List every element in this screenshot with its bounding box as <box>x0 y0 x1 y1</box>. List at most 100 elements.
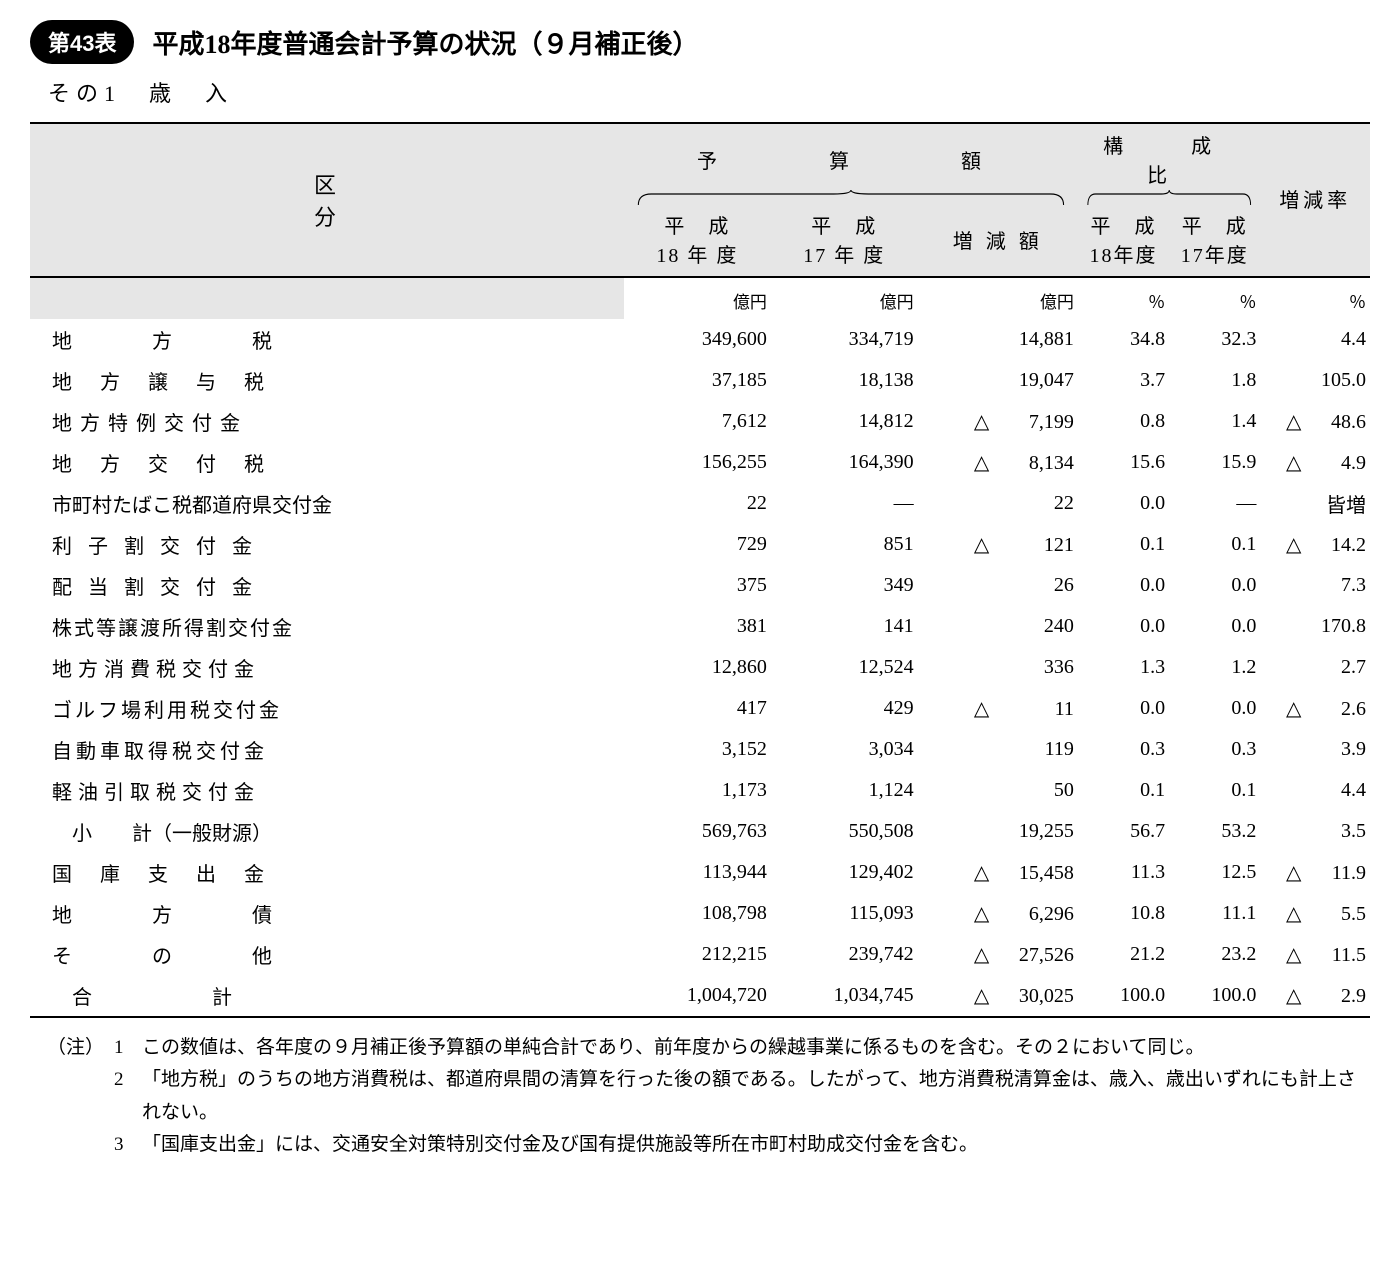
table-body: 億円億円億円％％％地方税349,600334,71914,88134.832.3… <box>30 277 1370 1017</box>
diff-cell: △27,526 <box>918 934 1078 975</box>
category-cell: 地方交付税 <box>30 442 624 483</box>
ratio18-cell: 11.3 <box>1078 852 1169 893</box>
col-kubun: 区 分 <box>30 123 624 277</box>
table-row: 配当割交付金375349260.00.07.3 <box>30 565 1370 606</box>
h18-cell: 569,763 <box>624 811 771 852</box>
rate-cell: △2.6 <box>1260 688 1370 729</box>
diff-cell: 19,047 <box>918 360 1078 401</box>
rate-cell: 4.4 <box>1260 319 1370 360</box>
diff-cell: △8,134 <box>918 442 1078 483</box>
category-cell: その他 <box>30 934 624 975</box>
rate-cell: △4.9 <box>1260 442 1370 483</box>
h17-cell: 129,402 <box>771 852 918 893</box>
ratio17-cell: ― <box>1169 483 1260 524</box>
note-number: 1 <box>114 1032 142 1064</box>
h18-cell: 113,944 <box>624 852 771 893</box>
ratio17-cell: 0.1 <box>1169 770 1260 811</box>
diff-cell: △30,025 <box>918 975 1078 1017</box>
rate-cell: 3.9 <box>1260 729 1370 770</box>
h17-cell: 141 <box>771 606 918 647</box>
h18-cell: 108,798 <box>624 893 771 934</box>
rate-cell: 3.5 <box>1260 811 1370 852</box>
h18-cell: 12,860 <box>624 647 771 688</box>
ratio17-cell: 0.1 <box>1169 524 1260 565</box>
ratio17-cell: 23.2 <box>1169 934 1260 975</box>
budget-table: 区 分 予 算 額 構 成 比 増減率 平 成1 <box>30 122 1370 1018</box>
h18-cell: 212,215 <box>624 934 771 975</box>
table-row: 地方債108,798115,093△6,29610.811.1△5.5 <box>30 893 1370 934</box>
table-row: その他212,215239,742△27,52621.223.2△11.5 <box>30 934 1370 975</box>
note-label <box>36 1064 114 1129</box>
rate-cell: △5.5 <box>1260 893 1370 934</box>
ratio17-cell: 15.9 <box>1169 442 1260 483</box>
note-row: 2「地方税」のうちの地方消費税は、都道府県間の清算を行った後の額である。したがっ… <box>36 1064 1364 1129</box>
title-row: 第43表 平成18年度普通会計予算の状況（９月補正後） <box>30 20 1370 64</box>
category-cell: ゴルフ場利用税交付金 <box>30 688 624 729</box>
diff-cell: 50 <box>918 770 1078 811</box>
ratio17-cell: 0.3 <box>1169 729 1260 770</box>
ratio17-cell: 11.1 <box>1169 893 1260 934</box>
col-r17: 平 成17年度 <box>1169 206 1260 277</box>
h17-cell: 550,508 <box>771 811 918 852</box>
ratio18-cell: 100.0 <box>1078 975 1169 1017</box>
category-cell: 国庫支出金 <box>30 852 624 893</box>
note-label: （注） <box>36 1032 114 1064</box>
h18-cell: 381 <box>624 606 771 647</box>
category-cell: 自動車取得税交付金 <box>30 729 624 770</box>
rate-cell: 2.7 <box>1260 647 1370 688</box>
category-cell: 地方特例交付金 <box>30 401 624 442</box>
col-diff: 増 減 額 <box>918 206 1078 277</box>
ratio17-cell: 0.0 <box>1169 565 1260 606</box>
h18-cell: 729 <box>624 524 771 565</box>
rate-cell: △2.9 <box>1260 975 1370 1017</box>
ratio18-cell: 15.6 <box>1078 442 1169 483</box>
col-h17: 平 成17 年 度 <box>771 206 918 277</box>
h17-cell: 334,719 <box>771 319 918 360</box>
h18-cell: 1,173 <box>624 770 771 811</box>
table-row: 地方消費税交付金12,86012,5243361.31.22.7 <box>30 647 1370 688</box>
table-row: ゴルフ場利用税交付金417429△110.00.0△2.6 <box>30 688 1370 729</box>
diff-cell: 26 <box>918 565 1078 606</box>
note-row: 3「国庫支出金」には、交通安全対策特別交付金及び国有提供施設等所在市町村助成交付… <box>36 1129 1364 1161</box>
note-row: （注）1この数値は、各年度の９月補正後予算額の単純合計であり、前年度からの繰越事… <box>36 1032 1364 1064</box>
rate-cell: 105.0 <box>1260 360 1370 401</box>
table-number-badge: 第43表 <box>30 20 134 64</box>
table-row: 株式等譲渡所得割交付金3811412400.00.0170.8 <box>30 606 1370 647</box>
h18-cell: 7,612 <box>624 401 771 442</box>
h17-cell: 1,124 <box>771 770 918 811</box>
h17-cell: 349 <box>771 565 918 606</box>
category-cell: 利子割交付金 <box>30 524 624 565</box>
rate-cell: 4.4 <box>1260 770 1370 811</box>
ratio18-cell: 1.3 <box>1078 647 1169 688</box>
h17-cell: 3,034 <box>771 729 918 770</box>
ratio17-cell: 0.0 <box>1169 688 1260 729</box>
h17-cell: 115,093 <box>771 893 918 934</box>
rate-cell: 170.8 <box>1260 606 1370 647</box>
diff-cell: 19,255 <box>918 811 1078 852</box>
h17-cell: 164,390 <box>771 442 918 483</box>
table-row: 小 計（一般財源）569,763550,50819,25556.753.23.5 <box>30 811 1370 852</box>
diff-cell: △11 <box>918 688 1078 729</box>
rate-cell: △48.6 <box>1260 401 1370 442</box>
diff-cell: △6,296 <box>918 893 1078 934</box>
note-number: 3 <box>114 1129 142 1161</box>
h17-cell: 14,812 <box>771 401 918 442</box>
category-cell: 市町村たばこ税都道府県交付金 <box>30 483 624 524</box>
table-row: 軽油引取税交付金1,1731,124500.10.14.4 <box>30 770 1370 811</box>
ratio18-cell: 34.8 <box>1078 319 1169 360</box>
category-cell: 地方消費税交付金 <box>30 647 624 688</box>
table-row: 合 計1,004,7201,034,745△30,025100.0100.0△2… <box>30 975 1370 1017</box>
table-row: 地方税349,600334,71914,88134.832.34.4 <box>30 319 1370 360</box>
category-cell: 株式等譲渡所得割交付金 <box>30 606 624 647</box>
h17-cell: 12,524 <box>771 647 918 688</box>
category-cell: 小 計（一般財源） <box>30 811 624 852</box>
h18-cell: 375 <box>624 565 771 606</box>
table-row: 自動車取得税交付金3,1523,0341190.30.33.9 <box>30 729 1370 770</box>
category-cell: 地方債 <box>30 893 624 934</box>
h18-cell: 156,255 <box>624 442 771 483</box>
ratio18-cell: 0.3 <box>1078 729 1169 770</box>
h18-cell: 1,004,720 <box>624 975 771 1017</box>
ratio18-cell: 0.1 <box>1078 524 1169 565</box>
table-row: 利子割交付金729851△1210.10.1△14.2 <box>30 524 1370 565</box>
ratio17-cell: 1.8 <box>1169 360 1260 401</box>
